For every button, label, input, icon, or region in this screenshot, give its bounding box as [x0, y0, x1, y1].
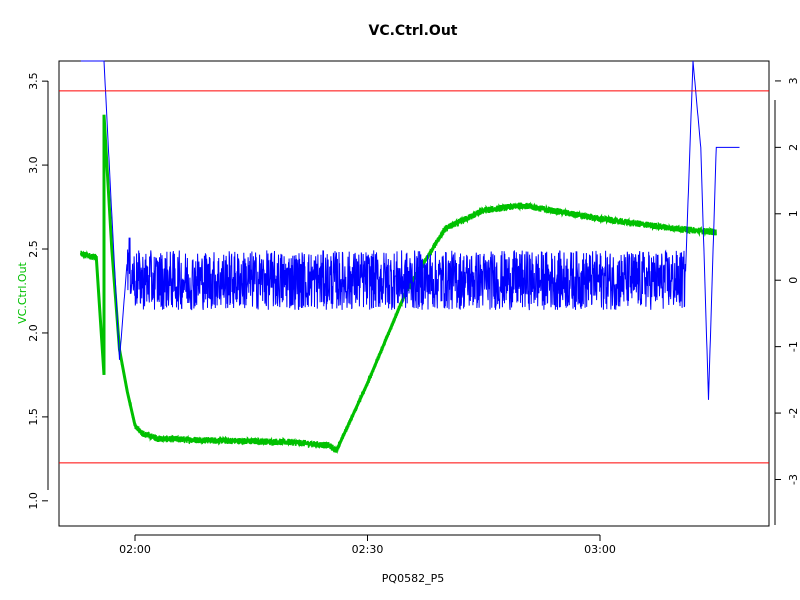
y-left-tick-label: 3.5 — [27, 72, 40, 90]
y-axis-left: 1.0 1.5 2.0 2.5 3.0 3.5 — [27, 72, 49, 510]
x-axis-label: PQ0582_P5 — [382, 572, 444, 585]
y-left-tick-label: 3.0 — [27, 156, 40, 174]
y-left-tick-label: 2.5 — [27, 240, 40, 258]
y-right-tick-label: 0 — [787, 277, 800, 284]
series-green-noise — [80, 118, 717, 454]
chart-title: VC.Ctrl.Out — [369, 23, 458, 39]
x-tick-label: 02:00 — [119, 543, 151, 556]
x-tick-label: 03:00 — [584, 543, 616, 556]
y-left-tick-label: 1.5 — [27, 408, 40, 426]
y-axis-label: VC.Ctrl.Out — [16, 261, 29, 323]
reference-lines — [59, 90, 769, 464]
series-blue-layer — [80, 60, 740, 400]
plot-frame — [58, 60, 770, 527]
y-right-tick-label: 2 — [787, 144, 800, 151]
y-left-tick-label: 1.0 — [27, 492, 40, 510]
y-right-tick-label: 3 — [787, 77, 800, 84]
y-left-tick-label: 2.0 — [27, 324, 40, 342]
y-right-tick-label: 1 — [787, 210, 800, 217]
y-axis-right: -3 -2 -1 0 1 2 3 — [774, 77, 800, 525]
series-blue-line — [80, 60, 740, 400]
x-tick-label: 02:30 — [352, 543, 384, 556]
y-right-tick-label: -2 — [787, 408, 800, 419]
y-right-tick-label: -1 — [787, 341, 800, 352]
series-green-layer — [80, 114, 717, 454]
y-right-tick-label: -3 — [787, 474, 800, 485]
x-axis: 02:00 02:30 03:00 — [119, 534, 616, 556]
